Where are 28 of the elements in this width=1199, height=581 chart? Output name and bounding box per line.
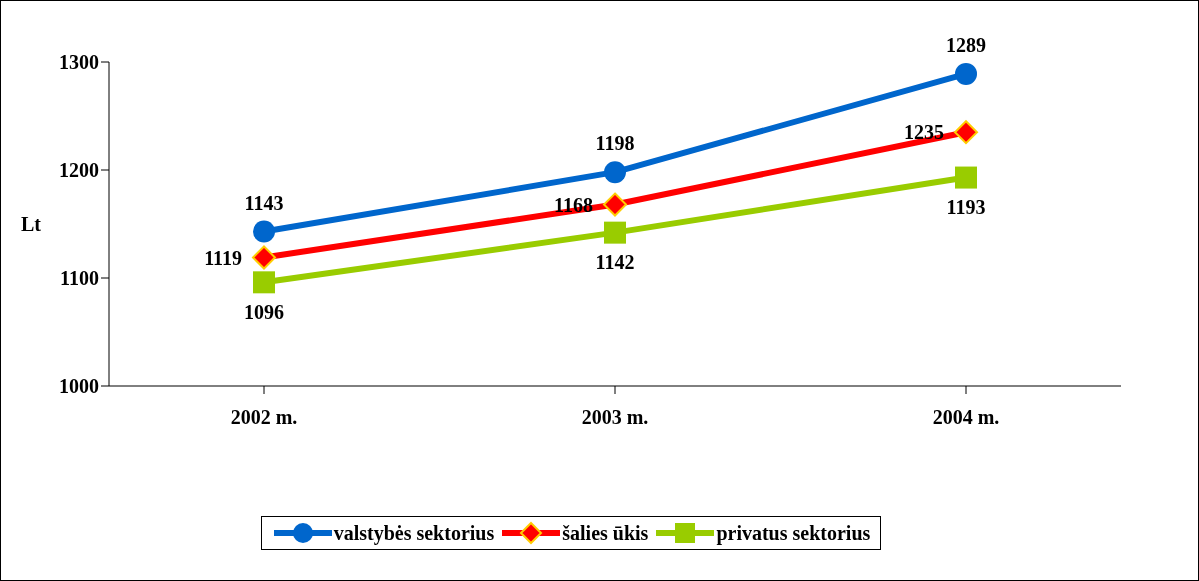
legend-label: šalies ūkis [562, 521, 649, 545]
data-label: 1235 [904, 121, 944, 144]
data-label: 1143 [244, 191, 284, 214]
point [253, 220, 275, 243]
legend-label: valstybės sektorius [333, 521, 495, 545]
point [253, 271, 275, 294]
data-label: 1096 [244, 300, 284, 323]
point [955, 62, 977, 85]
x-tick-label: 2002 m. [230, 406, 298, 429]
data-label: 1119 [204, 246, 242, 269]
y-tick-label: 1100 [60, 267, 99, 290]
x-tick-label: 2003 m. [581, 406, 649, 429]
data-label: 1142 [595, 250, 635, 273]
point [252, 245, 276, 270]
y-tick-label: 1300 [59, 51, 99, 74]
data-label: 1193 [946, 195, 986, 218]
x-tick-label: 2004 m. [932, 406, 1000, 429]
y-axis-title: Lt [21, 213, 42, 236]
data-label: 1198 [595, 132, 635, 155]
point [604, 221, 626, 244]
point [604, 161, 626, 184]
point [955, 166, 977, 189]
legend-label: privatus sektorius [716, 521, 871, 545]
data-label: 1289 [946, 33, 986, 56]
y-tick-label: 1200 [59, 159, 99, 182]
point [954, 120, 978, 145]
y-tick-label: 1000 [59, 375, 99, 398]
point [603, 192, 627, 217]
